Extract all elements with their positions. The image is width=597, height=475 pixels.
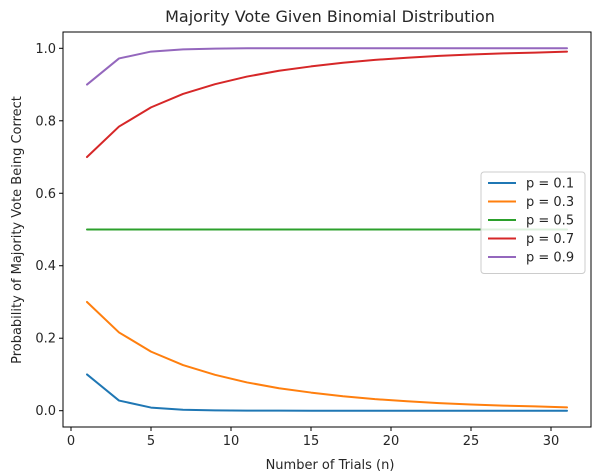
x-tick-label: 5 — [147, 434, 155, 449]
plot-lines — [86, 47, 568, 412]
x-tick-label: 15 — [303, 434, 320, 449]
x-tick-label: 20 — [383, 434, 400, 449]
legend-label: p = 0.1 — [526, 177, 574, 192]
y-axis: 0.0 0.2 0.4 0.6 0.8 1.0 — [35, 42, 63, 419]
x-tick-label: 25 — [463, 434, 480, 449]
legend: p = 0.1 p = 0.3 p = 0.5 p = 0.7 p = 0.9 — [480, 171, 586, 274]
plot-frame — [62, 31, 592, 428]
legend-label: p = 0.9 — [526, 251, 574, 266]
y-tick-label: 0.4 — [35, 259, 56, 274]
series-line-4 — [86, 50, 568, 159]
series-line-1 — [86, 373, 568, 412]
legend-label: p = 0.3 — [526, 195, 574, 210]
x-axis: 0 5 10 15 20 25 30 — [67, 427, 559, 449]
x-tick-label: 10 — [223, 434, 240, 449]
y-tick-label: 0.8 — [35, 114, 56, 129]
y-tick-label: 0.0 — [35, 404, 56, 419]
x-tick-label: 30 — [543, 434, 560, 449]
chart-title: Majority Vote Given Binomial Distributio… — [165, 7, 495, 26]
x-tick-label: 0 — [67, 434, 75, 449]
legend-box — [480, 171, 586, 274]
legend-label: p = 0.7 — [526, 232, 574, 247]
y-tick-label: 0.2 — [35, 332, 56, 347]
y-tick-label: 0.6 — [35, 187, 56, 202]
legend-label: p = 0.5 — [526, 214, 574, 229]
series-line-5 — [86, 47, 568, 86]
y-tick-label: 1.0 — [35, 42, 56, 57]
y-axis-label: Probability of Majority Vote Being Corre… — [10, 96, 25, 364]
x-axis-label: Number of Trials (n) — [266, 458, 395, 473]
series-line-2 — [86, 300, 568, 409]
